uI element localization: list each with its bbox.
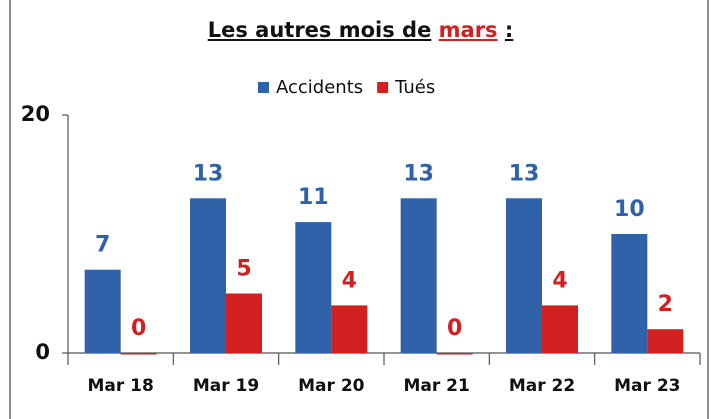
legend-swatch (377, 82, 389, 93)
data-label: 10 (614, 197, 645, 222)
bar (226, 293, 262, 353)
title-part: Les autres mois de (207, 18, 432, 42)
bar (400, 198, 437, 353)
legend-label: Accidents (276, 77, 363, 98)
bar (647, 329, 684, 353)
title-part: mars (438, 18, 498, 42)
x-tick-label: Mar 22 (509, 376, 575, 396)
data-label: 7 (95, 233, 110, 258)
bar (506, 198, 542, 353)
data-label: 13 (193, 161, 224, 186)
data-label: 4 (342, 268, 357, 293)
data-label: 13 (509, 161, 540, 186)
legend-swatch (258, 82, 269, 93)
data-label: 5 (236, 257, 251, 282)
bar (84, 269, 121, 353)
data-label: 13 (403, 161, 434, 186)
data-label: 2 (658, 292, 673, 317)
bar (542, 305, 578, 353)
x-tick-label: Mar 21 (403, 376, 469, 396)
data-label: 4 (552, 268, 567, 293)
data-label: 0 (131, 316, 146, 341)
bar (120, 353, 157, 355)
y-tick-label: 0 (35, 340, 50, 364)
title-part: : (504, 18, 514, 42)
bar (190, 198, 226, 353)
x-tick-label: Mar 20 (298, 376, 365, 396)
x-tick-label: Mar 18 (87, 376, 153, 396)
bar (436, 353, 473, 355)
y-tick-label: 20 (21, 102, 50, 126)
bar (331, 305, 368, 353)
legend-label: Tués (394, 77, 435, 98)
data-label: 0 (447, 316, 462, 341)
data-label: 11 (298, 185, 329, 210)
bar (295, 222, 332, 353)
x-tick-label: Mar 19 (193, 376, 259, 396)
bar (611, 234, 648, 353)
chart-title: Les autres mois de mars : (0, 18, 721, 42)
x-tick-label: Mar 23 (614, 376, 680, 396)
